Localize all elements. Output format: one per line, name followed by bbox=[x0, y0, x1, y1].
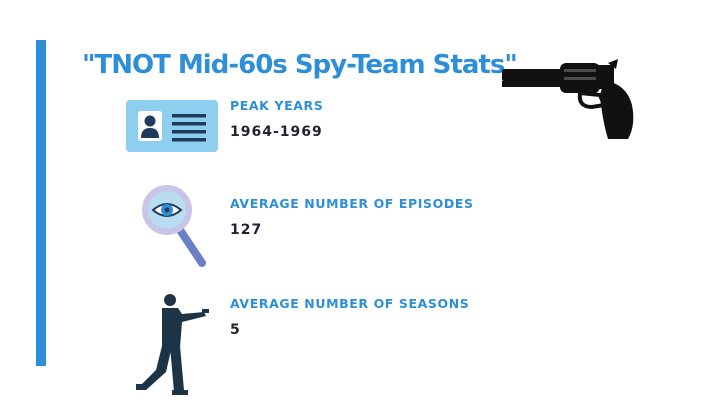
magnifying-glass-icon bbox=[142, 185, 206, 267]
stat-label: AVERAGE NUMBER OF SEASONS bbox=[230, 296, 470, 311]
id-card-icon bbox=[126, 100, 218, 152]
stat-label: PEAK YEARS bbox=[230, 98, 324, 113]
stat-value: 1964-1969 bbox=[230, 124, 323, 140]
stat-label: AVERAGE NUMBER OF EPISODES bbox=[230, 196, 474, 211]
stat-value: 127 bbox=[230, 222, 263, 238]
stat-value: 5 bbox=[230, 322, 241, 338]
stat-average-episodes: AVERAGE NUMBER OF EPISODES 127 bbox=[230, 196, 474, 238]
accent-bar bbox=[36, 40, 46, 366]
spy-silhouette-icon bbox=[136, 294, 209, 395]
stat-average-seasons: AVERAGE NUMBER OF SEASONS 5 bbox=[230, 296, 469, 338]
stat-peak-years: PEAK YEARS 1964-1969 bbox=[230, 98, 323, 140]
revolver-icon bbox=[502, 59, 634, 139]
page-title: "TNOT Mid-60s Spy-Team Stats" bbox=[82, 50, 518, 80]
